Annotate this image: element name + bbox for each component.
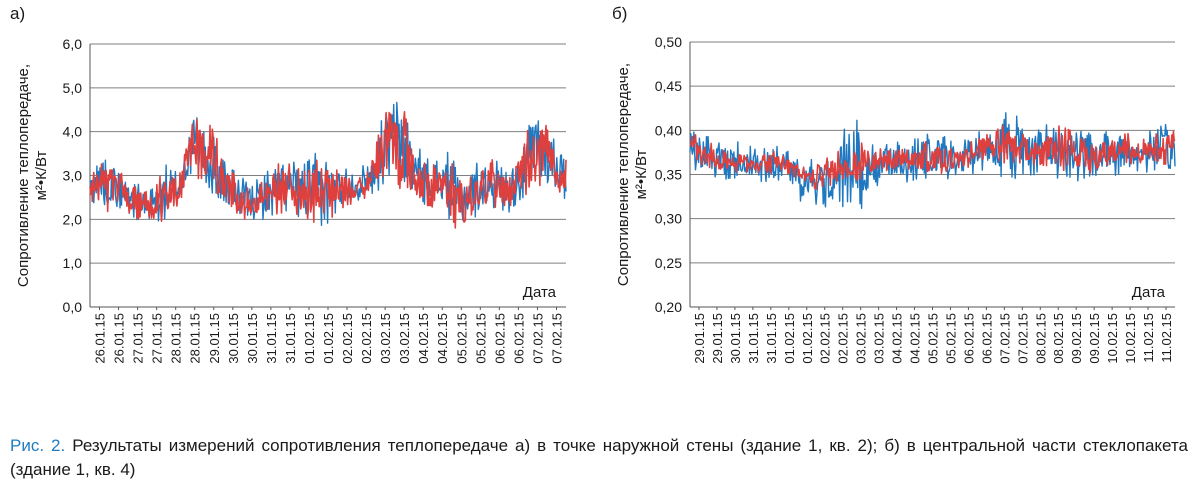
x-tick-label: 11.02.15 [1159, 313, 1174, 363]
x-tick-label: 10.02.15 [1123, 313, 1138, 364]
y-tick-label: 2,0 [63, 211, 83, 227]
panel-b-letter: б) [612, 4, 628, 23]
x-tick-label: 03.02.15 [872, 313, 887, 364]
x-tick-label: 28.01.15 [188, 313, 203, 364]
x-tick-label: 09.02.15 [1069, 313, 1084, 364]
x-tick-label: 02.02.15 [836, 313, 851, 364]
y-tick-label: 3,0 [63, 168, 83, 184]
x-tick-label: 08.02.15 [1033, 313, 1048, 364]
x-tick-label: 31.01.15 [764, 313, 779, 364]
series-line-red [689, 124, 1176, 190]
x-tick-label: 05.02.15 [454, 313, 469, 364]
x-tick-label: 06.02.15 [961, 313, 976, 364]
x-tick-label: 29.01.15 [710, 313, 725, 364]
x-tick-label: 11.02.15 [1141, 313, 1156, 363]
y-tick-label: 0,0 [63, 299, 83, 315]
x-tick-label: 01.02.15 [800, 313, 815, 364]
y-tick-label: 0,40 [655, 122, 682, 138]
x-tick-label: 30.01.15 [226, 313, 241, 364]
x-tick-label: 06.02.15 [979, 313, 994, 364]
x-tick-label: 09.02.15 [1087, 313, 1102, 364]
chart-b: 0,20 0,25 0,30 0,35 0,40 0,45 0,50 29.01.15 29.0… [615, 34, 1176, 364]
x-tick-label: 03.02.15 [378, 313, 393, 364]
caption-text: Результаты измерений сопротивления тепло… [10, 436, 1188, 479]
y-tick-label: 0,50 [655, 34, 682, 50]
x-tick-label: 03.02.15 [397, 313, 412, 364]
figure-caption: Рис. 2. Результаты измерений сопротивлен… [10, 434, 1188, 482]
y-tick-label: 4,0 [63, 124, 83, 140]
x-tick-label: 04.02.15 [908, 313, 923, 364]
x-tick-label: 06.02.15 [511, 313, 526, 364]
y-tick-label: 5,0 [63, 80, 83, 96]
y-axis-label: Сопротивление теплопередаче, [615, 63, 632, 286]
x-tick-label: 28.01.15 [169, 313, 184, 364]
x-axis-label: Дата [523, 284, 557, 301]
x-tick-label: 07.02.15 [549, 313, 564, 364]
x-tick-label: 07.02.15 [1015, 313, 1030, 364]
x-tick-label: 07.02.15 [530, 313, 545, 364]
x-axis-label: Дата [1132, 284, 1166, 301]
x-tick-label: 29.01.15 [692, 313, 707, 364]
y-tick-label: 0,20 [655, 299, 682, 315]
x-tick-label: 01.02.15 [782, 313, 797, 364]
x-tick-label: 26.01.15 [93, 313, 108, 364]
y-tick-label: 6,0 [63, 36, 83, 52]
y-axis-unit: м²•К/Вт [633, 149, 650, 199]
x-tick-label: 01.02.15 [302, 313, 317, 364]
x-tick-label: 30.01.15 [245, 313, 260, 364]
y-tick-label: 0,25 [655, 255, 682, 271]
y-tick-label: 0,35 [655, 167, 682, 183]
x-tick-label: 05.02.15 [943, 313, 958, 364]
y-tick-label: 0,45 [655, 78, 682, 94]
x-tick-label: 05.02.15 [926, 313, 941, 364]
x-tick-label: 04.02.15 [416, 313, 431, 364]
x-tick-label: 29.01.15 [207, 313, 222, 364]
series-line-red [89, 111, 567, 229]
y-tick-label: 0,30 [655, 211, 682, 227]
x-tick-label: 02.02.15 [818, 313, 833, 364]
x-tick-label: 03.02.15 [854, 313, 869, 364]
x-tick-label: 26.01.15 [112, 313, 127, 364]
panel-a-letter: а) [10, 4, 26, 23]
x-tick-label: 02.02.15 [340, 313, 355, 364]
x-tick-label: 07.02.15 [997, 313, 1012, 364]
x-tick-label: 31.01.15 [283, 313, 298, 364]
x-tick-label: 01.02.15 [321, 313, 336, 364]
x-tick-label: 27.01.15 [150, 313, 165, 364]
x-tick-label: 08.02.15 [1051, 313, 1066, 364]
x-tick-label: 10.02.15 [1105, 313, 1120, 364]
chart-a: 0,0 1,0 2,0 3,0 4,0 5,0 6,0 26.01.15 26.01.15 27.… [15, 36, 567, 364]
x-tick-label: 04.02.15 [435, 313, 450, 364]
y-tick-label: 1,0 [63, 255, 83, 271]
x-tick-label: 06.02.15 [492, 313, 507, 364]
caption-figure-number: Рис. 2. [10, 436, 66, 455]
x-tick-label: 04.02.15 [890, 313, 905, 364]
x-tick-label: 31.01.15 [264, 313, 279, 364]
x-tick-label: 31.01.15 [746, 313, 761, 364]
y-axis-label: Сопротивление теплопередаче, [15, 64, 32, 287]
x-tick-label: 27.01.15 [131, 313, 146, 364]
x-tick-label: 05.02.15 [473, 313, 488, 364]
x-tick-label: 02.02.15 [359, 313, 374, 364]
x-tick-label: 30.01.15 [728, 313, 743, 364]
y-axis-unit: м²•К/Вт [33, 150, 50, 200]
